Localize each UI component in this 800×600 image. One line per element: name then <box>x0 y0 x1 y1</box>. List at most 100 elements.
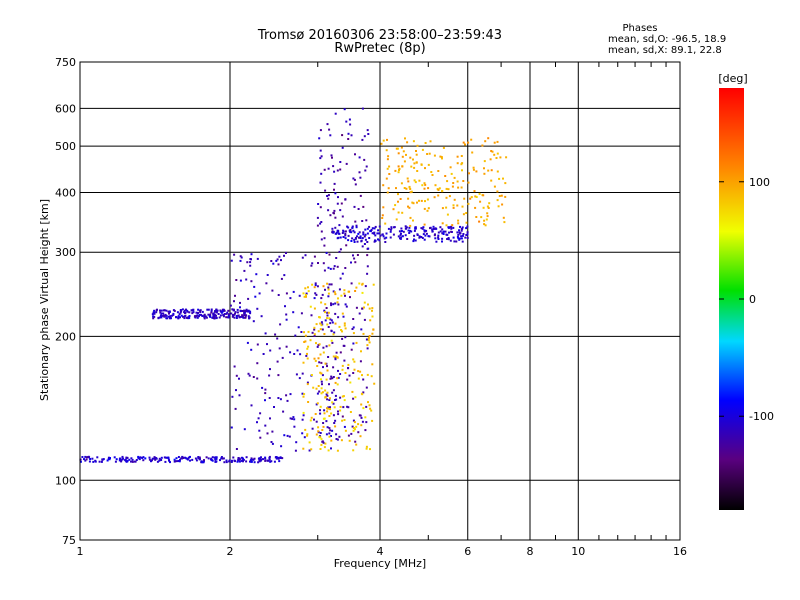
data-point <box>277 457 280 460</box>
data-point <box>203 315 206 318</box>
data-point <box>88 460 91 463</box>
data-point <box>319 448 322 450</box>
data-point <box>355 306 358 309</box>
data-point <box>441 237 444 240</box>
data-point <box>220 457 223 460</box>
data-point <box>320 155 323 158</box>
data-point <box>342 344 345 347</box>
data-point <box>363 135 366 138</box>
data-point <box>258 292 261 295</box>
data-point <box>293 353 296 355</box>
data-point <box>264 459 267 462</box>
data-point <box>404 234 407 237</box>
data-point <box>330 302 332 305</box>
data-point <box>412 158 414 161</box>
data-point <box>258 460 261 463</box>
data-point <box>457 186 460 189</box>
data-point <box>271 289 274 292</box>
data-point <box>330 330 333 333</box>
data-point <box>253 457 256 460</box>
data-point <box>360 403 363 406</box>
data-point <box>344 198 347 201</box>
data-point <box>473 190 476 193</box>
data-point <box>355 226 358 229</box>
data-point <box>412 219 414 222</box>
data-point <box>390 227 393 230</box>
data-point <box>352 326 355 329</box>
data-point <box>355 341 358 344</box>
data-point <box>504 195 507 198</box>
data-point <box>343 419 346 421</box>
y-tick-label: 100 <box>55 474 76 487</box>
data-point <box>447 188 450 191</box>
data-point <box>440 156 443 158</box>
data-point <box>276 360 279 363</box>
data-point <box>96 456 99 459</box>
data-point <box>389 228 392 231</box>
data-point <box>362 407 365 410</box>
data-point <box>361 374 363 377</box>
data-point <box>220 456 223 458</box>
data-point <box>491 150 494 153</box>
data-point <box>413 162 416 165</box>
data-point <box>399 198 402 200</box>
data-point <box>400 232 402 235</box>
data-point <box>153 309 156 312</box>
data-point <box>319 322 322 325</box>
data-point <box>252 320 255 323</box>
data-point <box>458 229 460 232</box>
data-point <box>354 440 357 443</box>
data-point <box>315 342 317 345</box>
data-point <box>361 393 364 396</box>
data-point <box>317 357 320 360</box>
data-point <box>339 405 342 408</box>
data-point <box>202 460 205 463</box>
data-point <box>411 201 414 204</box>
data-point <box>381 233 384 236</box>
data-point <box>478 220 481 223</box>
data-point <box>329 406 331 409</box>
data-point <box>402 150 405 153</box>
data-point <box>308 449 311 452</box>
data-point <box>437 170 440 172</box>
data-point <box>483 223 486 226</box>
data-point <box>81 456 84 458</box>
data-point <box>456 162 459 165</box>
data-point <box>235 279 238 281</box>
data-point <box>316 402 319 405</box>
data-point <box>321 374 324 377</box>
data-point <box>423 229 426 232</box>
data-point <box>190 309 193 312</box>
data-point <box>347 226 350 229</box>
data-point <box>334 322 337 325</box>
data-point <box>160 312 163 315</box>
data-point <box>323 412 326 415</box>
data-point <box>388 165 391 168</box>
data-point <box>320 443 323 446</box>
data-point <box>466 231 469 234</box>
data-point <box>282 410 285 413</box>
data-point <box>330 154 333 157</box>
data-point <box>322 425 325 428</box>
data-point <box>371 332 374 335</box>
data-point <box>323 244 326 247</box>
data-point <box>306 383 309 386</box>
data-point <box>306 434 309 437</box>
data-point <box>385 149 388 152</box>
data-point <box>313 418 315 421</box>
data-point <box>259 436 262 439</box>
data-point <box>150 460 152 463</box>
data-point <box>344 327 347 330</box>
data-point <box>317 203 320 205</box>
data-point <box>407 180 410 183</box>
data-point <box>450 227 453 230</box>
data-point <box>153 457 156 460</box>
data-point <box>210 309 213 312</box>
data-point <box>323 446 326 449</box>
data-point <box>246 341 249 344</box>
data-point <box>322 262 325 265</box>
data-point <box>84 459 87 462</box>
data-point <box>460 235 463 238</box>
data-point <box>207 313 210 316</box>
